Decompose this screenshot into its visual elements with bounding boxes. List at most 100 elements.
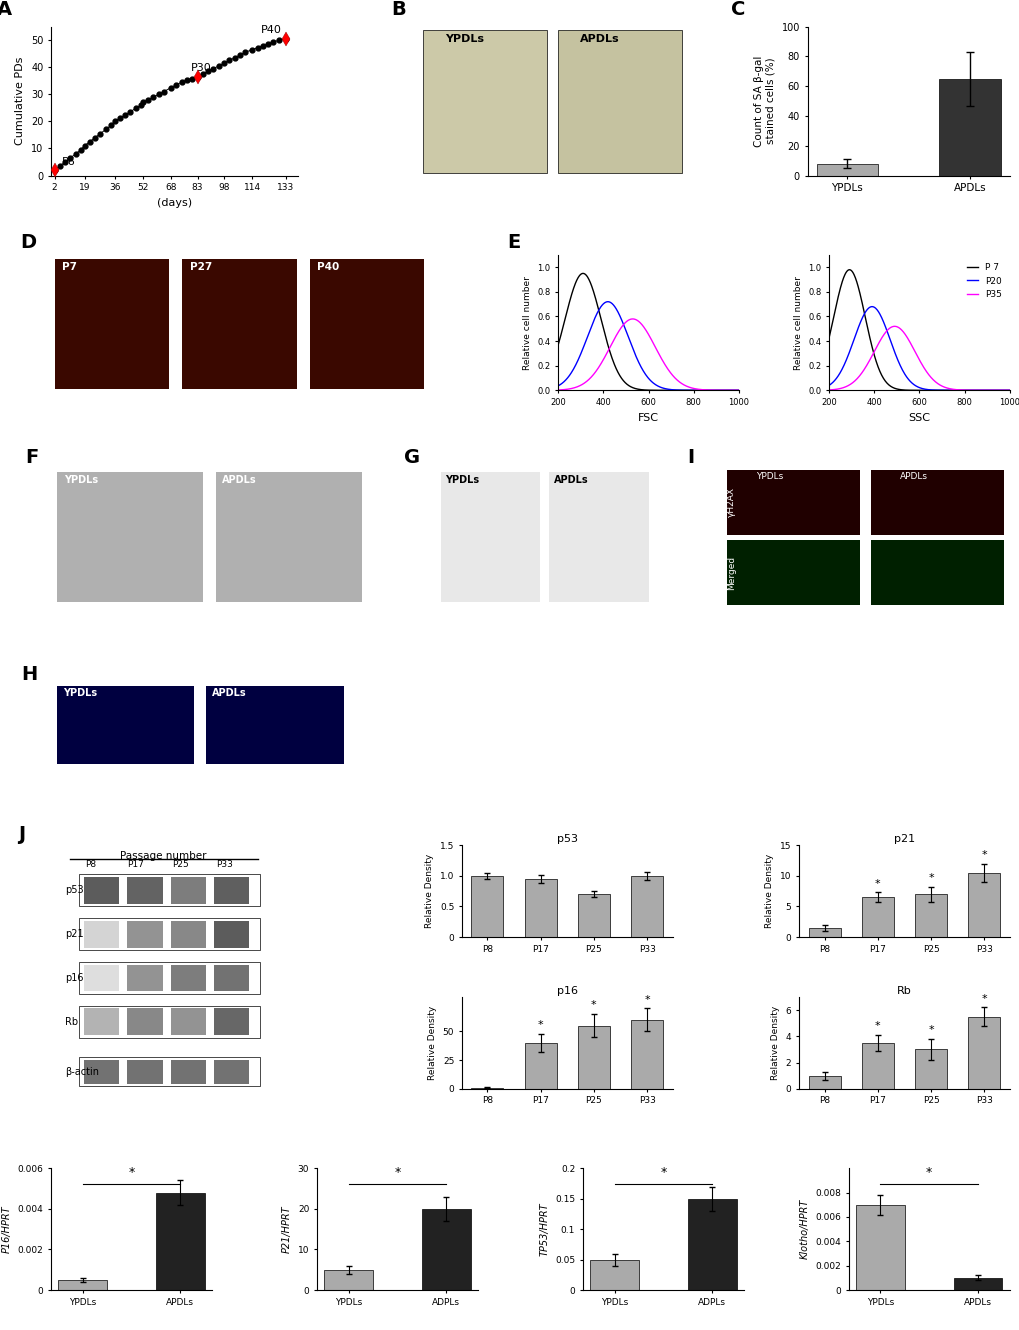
- Bar: [422, 1209, 470, 1290]
- Bar: [79, 1057, 260, 1087]
- Text: H: H: [21, 665, 38, 685]
- Title: Rb: Rb: [896, 986, 911, 996]
- Bar: [687, 1198, 736, 1290]
- Y-axis label: Relative Density: Relative Density: [770, 1005, 780, 1080]
- P35: [888, 318, 900, 334]
- Y-axis label: P16/HPRT: P16/HPRT: [2, 1205, 12, 1253]
- Y-axis label: Relative Density: Relative Density: [425, 854, 434, 928]
- Bar: [84, 964, 119, 991]
- Bar: [127, 876, 162, 903]
- Bar: [440, 472, 540, 602]
- Text: *: *: [590, 1000, 596, 1011]
- Bar: [84, 920, 119, 947]
- Bar: [590, 1260, 638, 1290]
- P20: [894, 359, 906, 375]
- Bar: [84, 1060, 119, 1084]
- Bar: [79, 918, 260, 950]
- P20: [1003, 382, 1015, 398]
- Bar: [214, 920, 250, 947]
- P20: [865, 299, 877, 315]
- Text: *: *: [537, 1020, 543, 1029]
- Bar: [816, 164, 877, 176]
- Y-axis label: Relative Density: Relative Density: [764, 854, 773, 928]
- Text: *: *: [927, 1025, 933, 1035]
- P35: [844, 376, 856, 392]
- Bar: [214, 964, 250, 991]
- P20: [881, 327, 894, 343]
- Line: P20: P20: [828, 307, 1009, 390]
- Y-axis label: Klotho/HPRT: Klotho/HPRT: [799, 1198, 809, 1260]
- Text: APDLs: APDLs: [212, 688, 247, 698]
- Text: P33: P33: [216, 859, 233, 868]
- Bar: [727, 540, 859, 605]
- Bar: [967, 1016, 1000, 1089]
- Text: Passage number: Passage number: [120, 851, 207, 862]
- Bar: [953, 1278, 1002, 1290]
- Text: *: *: [980, 850, 986, 861]
- Text: APDLs: APDLs: [553, 475, 588, 485]
- Text: APDLs: APDLs: [900, 472, 927, 481]
- Bar: [79, 874, 260, 906]
- Bar: [855, 1205, 904, 1290]
- Text: J: J: [18, 826, 25, 845]
- Text: YPDLs: YPDLs: [63, 688, 97, 698]
- Text: β-actin: β-actin: [65, 1067, 99, 1077]
- Bar: [310, 259, 424, 388]
- Bar: [914, 894, 946, 938]
- P35: [1003, 382, 1015, 398]
- Bar: [127, 964, 162, 991]
- Text: *: *: [874, 1021, 879, 1031]
- Bar: [578, 894, 609, 938]
- Text: *: *: [394, 1166, 400, 1180]
- Bar: [870, 540, 1003, 605]
- Title: p53: p53: [556, 834, 577, 845]
- P 7: [1003, 382, 1015, 398]
- Bar: [79, 962, 260, 994]
- Text: G: G: [404, 448, 420, 467]
- P 7: [843, 262, 855, 278]
- Bar: [631, 1020, 662, 1089]
- Bar: [170, 964, 206, 991]
- X-axis label: FSC: FSC: [638, 412, 658, 423]
- Bar: [870, 469, 1003, 535]
- Y-axis label: Relative cell number: Relative cell number: [793, 275, 802, 370]
- Text: YPDLs: YPDLs: [755, 472, 783, 481]
- Bar: [170, 876, 206, 903]
- Bar: [967, 872, 1000, 938]
- Text: *: *: [874, 879, 879, 888]
- Text: γH2AX: γH2AX: [727, 487, 736, 517]
- P20: [954, 382, 966, 398]
- P 7: [936, 382, 949, 398]
- Text: p16: p16: [65, 974, 84, 983]
- Bar: [79, 1005, 260, 1037]
- Bar: [156, 1193, 205, 1290]
- Y-axis label: TP53/HPRT: TP53/HPRT: [539, 1202, 549, 1256]
- Text: D: D: [20, 233, 37, 253]
- Text: P17: P17: [127, 859, 144, 868]
- Text: Merged: Merged: [727, 556, 736, 589]
- P20: [822, 378, 835, 394]
- Bar: [127, 1060, 162, 1084]
- Title: p21: p21: [893, 834, 914, 845]
- Bar: [914, 1049, 946, 1089]
- Bar: [84, 876, 119, 903]
- P20: [953, 382, 965, 398]
- P 7: [822, 330, 835, 346]
- Text: APDLs: APDLs: [222, 475, 257, 485]
- Bar: [808, 928, 840, 938]
- P 7: [953, 382, 965, 398]
- P35: [822, 382, 835, 398]
- Text: P40: P40: [317, 262, 339, 271]
- Bar: [938, 78, 1000, 176]
- Bar: [170, 920, 206, 947]
- Bar: [57, 472, 203, 602]
- P 7: [881, 376, 894, 392]
- Bar: [216, 472, 362, 602]
- X-axis label: (days): (days): [157, 198, 192, 207]
- Text: YPDLs: YPDLs: [444, 35, 484, 44]
- Bar: [55, 259, 169, 388]
- Text: I: I: [686, 448, 693, 467]
- Text: P7: P7: [62, 262, 77, 271]
- Bar: [808, 1076, 840, 1089]
- Text: P6: P6: [61, 157, 75, 166]
